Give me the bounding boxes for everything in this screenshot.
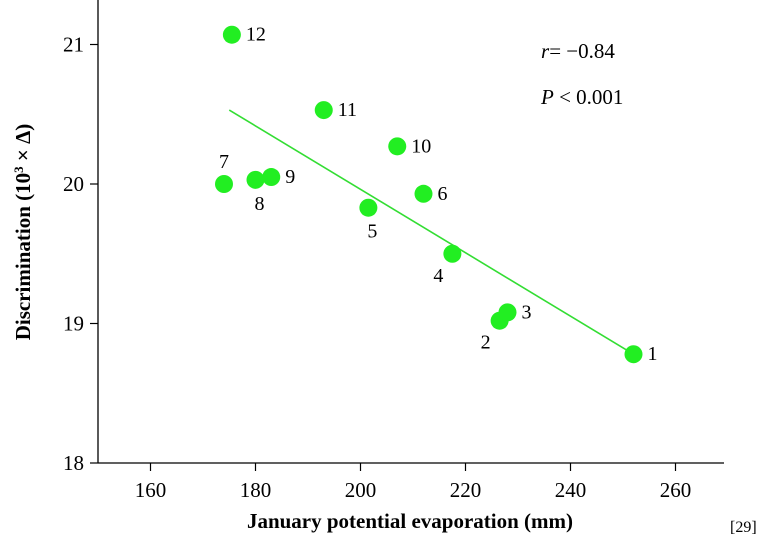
data-point bbox=[222, 25, 241, 44]
y-tick-label: 19 bbox=[63, 312, 84, 336]
data-point-label: 11 bbox=[338, 99, 357, 121]
data-point-label: 4 bbox=[433, 265, 443, 287]
x-tick-label: 240 bbox=[555, 478, 587, 502]
data-point-label: 9 bbox=[285, 166, 295, 188]
data-point-label: 7 bbox=[219, 151, 229, 173]
p-label: P bbox=[540, 85, 554, 109]
data-point-label: 12 bbox=[246, 24, 266, 46]
x-tick-label: 260 bbox=[660, 478, 692, 502]
r-label: r bbox=[541, 39, 550, 63]
x-tick-label: 200 bbox=[345, 478, 377, 502]
x-tick-label: 160 bbox=[135, 478, 167, 502]
data-point bbox=[359, 198, 378, 217]
y-axis-title-sup: 3 bbox=[11, 166, 26, 173]
data-point-label: 10 bbox=[411, 135, 431, 157]
reference-marker: [29] bbox=[730, 519, 757, 536]
y-tick-label: 18 bbox=[63, 451, 84, 475]
data-point bbox=[246, 170, 265, 189]
data-point-label: 6 bbox=[438, 183, 448, 205]
data-point-label: 1 bbox=[648, 343, 658, 365]
x-tick-label: 180 bbox=[240, 478, 272, 502]
data-point bbox=[388, 137, 407, 156]
x-axis-title: January potential evaporation (mm) bbox=[247, 509, 573, 533]
data-point-label: 2 bbox=[481, 332, 491, 354]
y-axis-title-main: Discrimination (10 bbox=[11, 173, 35, 340]
data-point-label: 3 bbox=[522, 301, 532, 323]
data-point bbox=[314, 101, 333, 120]
data-point bbox=[414, 184, 433, 203]
x-tick-label: 220 bbox=[450, 478, 482, 502]
data-point bbox=[624, 345, 643, 364]
y-axis-title: Discrimination (103 × Δ) bbox=[11, 124, 36, 341]
correlation-annotation: r= −0.84 bbox=[541, 39, 615, 63]
y-tick-label: 20 bbox=[63, 172, 84, 196]
data-point bbox=[498, 303, 517, 322]
data-point-label: 8 bbox=[255, 193, 265, 215]
data-point-label: 5 bbox=[367, 221, 377, 243]
r-value: = −0.84 bbox=[549, 39, 615, 63]
y-tick-label: 21 bbox=[63, 33, 84, 57]
data-point bbox=[443, 244, 462, 263]
axes bbox=[97, 0, 724, 464]
y-axis-title-tail: × Δ) bbox=[11, 124, 35, 167]
data-point bbox=[262, 168, 281, 187]
data-points bbox=[215, 25, 643, 364]
p-value-annotation: P < 0.001 bbox=[540, 85, 623, 109]
trend-line bbox=[228, 109, 634, 355]
p-value: < 0.001 bbox=[554, 85, 624, 109]
data-point bbox=[215, 175, 233, 193]
